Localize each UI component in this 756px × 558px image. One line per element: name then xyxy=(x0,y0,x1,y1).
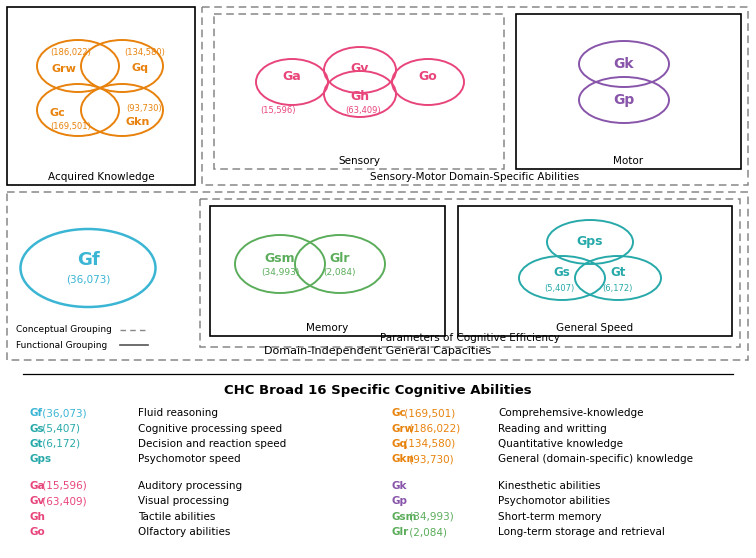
Text: (34,993): (34,993) xyxy=(261,268,299,277)
Text: Motor: Motor xyxy=(613,156,643,166)
Text: Gc: Gc xyxy=(392,408,407,418)
Bar xyxy=(214,14,504,169)
Text: Sensory: Sensory xyxy=(338,156,380,166)
Text: Parameters of Cognitive Efficiency: Parameters of Cognitive Efficiency xyxy=(380,333,560,343)
Text: Gq: Gq xyxy=(132,63,149,73)
Text: Gt: Gt xyxy=(610,267,626,280)
Text: Gps: Gps xyxy=(30,455,52,464)
Text: Gf: Gf xyxy=(30,408,43,418)
Text: Acquired Knowledge: Acquired Knowledge xyxy=(48,172,154,182)
Text: (63,409): (63,409) xyxy=(39,497,87,506)
Text: (169,501): (169,501) xyxy=(401,408,455,418)
Text: Psychomotor speed: Psychomotor speed xyxy=(138,455,240,464)
Bar xyxy=(458,206,732,336)
Text: Glr: Glr xyxy=(392,527,409,537)
Text: Sensory-Motor Domain-Specific Abilities: Sensory-Motor Domain-Specific Abilities xyxy=(370,172,580,182)
Text: Gsm: Gsm xyxy=(265,252,296,264)
Bar xyxy=(7,192,748,360)
Text: Grw: Grw xyxy=(52,64,77,74)
Text: (6,172): (6,172) xyxy=(602,283,632,292)
Bar xyxy=(202,7,748,185)
Bar xyxy=(7,7,195,185)
Text: Olfactory abilities: Olfactory abilities xyxy=(138,527,231,537)
Text: Gkn: Gkn xyxy=(126,117,150,127)
Text: (36,073): (36,073) xyxy=(39,408,87,418)
Text: Tactile abilities: Tactile abilities xyxy=(138,512,215,522)
Text: Gh: Gh xyxy=(351,89,370,103)
Text: (15,596): (15,596) xyxy=(260,105,296,114)
Text: General Speed: General Speed xyxy=(556,323,634,333)
Text: Gs: Gs xyxy=(30,424,45,434)
Text: Visual processing: Visual processing xyxy=(138,497,229,506)
Text: Gsm: Gsm xyxy=(392,512,417,522)
Text: Gf: Gf xyxy=(76,251,99,269)
Text: (186,022): (186,022) xyxy=(50,47,91,56)
Text: Decision and reaction speed: Decision and reaction speed xyxy=(138,439,287,449)
Text: CHC Broad 16 Specific Cognitive Abilities: CHC Broad 16 Specific Cognitive Abilitie… xyxy=(225,384,531,397)
Text: Gh: Gh xyxy=(30,512,46,522)
Text: Domain-Independent General Capacities: Domain-Independent General Capacities xyxy=(264,346,491,356)
Text: Ga: Ga xyxy=(30,481,45,491)
Text: (93,730): (93,730) xyxy=(126,103,162,113)
Text: (134,580): (134,580) xyxy=(124,47,165,56)
Text: Memory: Memory xyxy=(306,323,349,333)
Text: (134,580): (134,580) xyxy=(401,439,455,449)
Text: Fluid reasoning: Fluid reasoning xyxy=(138,408,218,418)
Text: (2,084): (2,084) xyxy=(324,268,356,277)
Text: (5,407): (5,407) xyxy=(39,424,80,434)
Text: Short-term memory: Short-term memory xyxy=(498,512,602,522)
Text: (2,084): (2,084) xyxy=(405,527,447,537)
Text: Gs: Gs xyxy=(553,267,570,280)
Bar xyxy=(200,199,740,347)
Text: Ga: Ga xyxy=(283,70,302,84)
Text: Gp: Gp xyxy=(392,497,408,506)
Text: Glr: Glr xyxy=(330,252,350,264)
Text: Grw: Grw xyxy=(392,424,415,434)
Text: Go: Go xyxy=(419,70,438,84)
Text: Kinesthetic abilities: Kinesthetic abilities xyxy=(498,481,600,491)
Bar xyxy=(210,206,445,336)
Text: Gt: Gt xyxy=(30,439,44,449)
Text: Go: Go xyxy=(30,527,46,537)
Text: (186,022): (186,022) xyxy=(405,424,460,434)
Bar xyxy=(516,14,741,169)
Text: (6,172): (6,172) xyxy=(39,439,80,449)
Text: Gps: Gps xyxy=(577,235,603,248)
Text: Comprehemsive-knowledge: Comprehemsive-knowledge xyxy=(498,408,643,418)
Text: Gq: Gq xyxy=(392,439,408,449)
Text: (36,073): (36,073) xyxy=(66,275,110,285)
Text: Conceptual Grouping: Conceptual Grouping xyxy=(16,325,112,334)
Text: (34,993): (34,993) xyxy=(405,512,454,522)
Text: Gkn: Gkn xyxy=(392,455,415,464)
Text: Cognitive processing speed: Cognitive processing speed xyxy=(138,424,282,434)
Text: Functional Grouping: Functional Grouping xyxy=(16,340,107,349)
Text: Quantitative knowledge: Quantitative knowledge xyxy=(498,439,623,449)
Text: Gv: Gv xyxy=(351,61,369,75)
Text: Gp: Gp xyxy=(613,93,634,107)
Text: (15,596): (15,596) xyxy=(39,481,87,491)
Text: Reading and writting: Reading and writting xyxy=(498,424,607,434)
Text: (93,730): (93,730) xyxy=(405,455,453,464)
Text: Gc: Gc xyxy=(50,108,66,118)
Text: Gk: Gk xyxy=(392,481,407,491)
Text: (5,407): (5,407) xyxy=(544,283,575,292)
Text: Gk: Gk xyxy=(614,57,634,71)
Text: Gv: Gv xyxy=(30,497,45,506)
Text: General (domain-specific) knowledge: General (domain-specific) knowledge xyxy=(498,455,693,464)
Text: Auditory processing: Auditory processing xyxy=(138,481,242,491)
Text: Psychomotor abilities: Psychomotor abilities xyxy=(498,497,610,506)
Text: Long-term storage and retrieval: Long-term storage and retrieval xyxy=(498,527,665,537)
Text: (169,501): (169,501) xyxy=(50,122,91,131)
Text: (63,409): (63,409) xyxy=(345,105,381,114)
